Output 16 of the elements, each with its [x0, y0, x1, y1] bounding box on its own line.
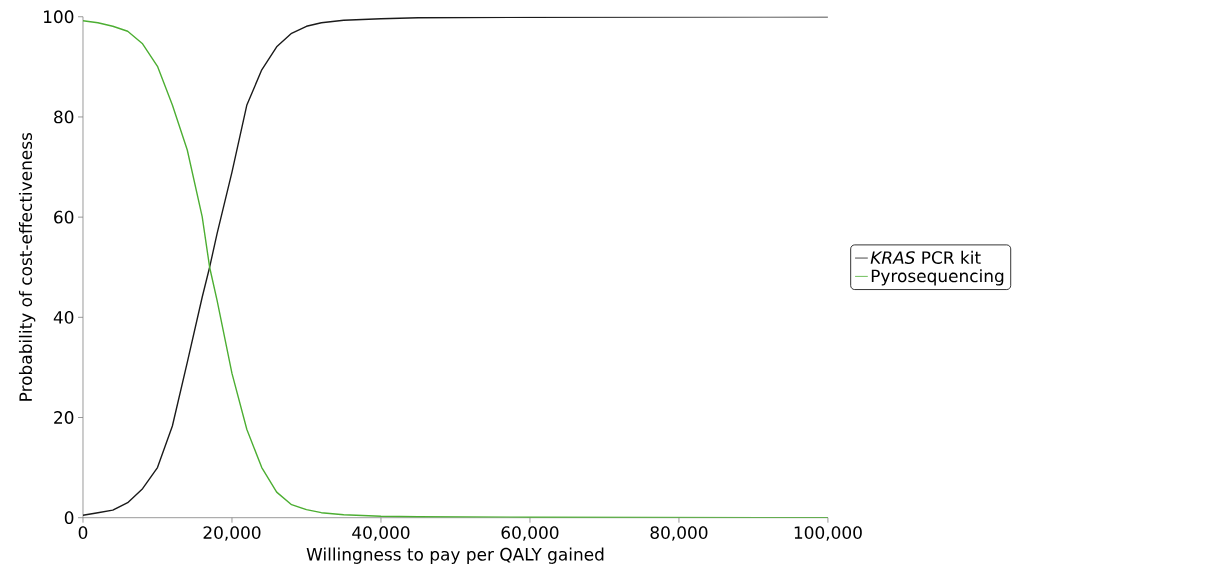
- x-tick-label: 100,000: [794, 526, 862, 541]
- x-axis-title: Willingness to pay per QALY gained: [306, 547, 604, 564]
- legend-label: Pyrosequencing: [871, 269, 1004, 286]
- y-tick-label: 0: [64, 511, 74, 525]
- y-tick-label: 20: [54, 411, 74, 424]
- x-tick-label: 80,000: [650, 526, 708, 541]
- x-tick-label: 20,000: [203, 526, 261, 541]
- x-tick-label: 60,000: [501, 526, 559, 541]
- x-tick-label: 0: [78, 526, 88, 539]
- y-tick-label: 100: [44, 10, 74, 24]
- y-tick-label: 80: [54, 110, 74, 124]
- y-tick-label: 40: [53, 310, 74, 324]
- y-tick-label: 60: [54, 210, 74, 224]
- x-tick-label: 40,000: [352, 526, 410, 541]
- y-axis-title: Probability of cost-effectiveness: [18, 132, 36, 401]
- legend-label: KRAS PCR kit: [870, 250, 981, 264]
